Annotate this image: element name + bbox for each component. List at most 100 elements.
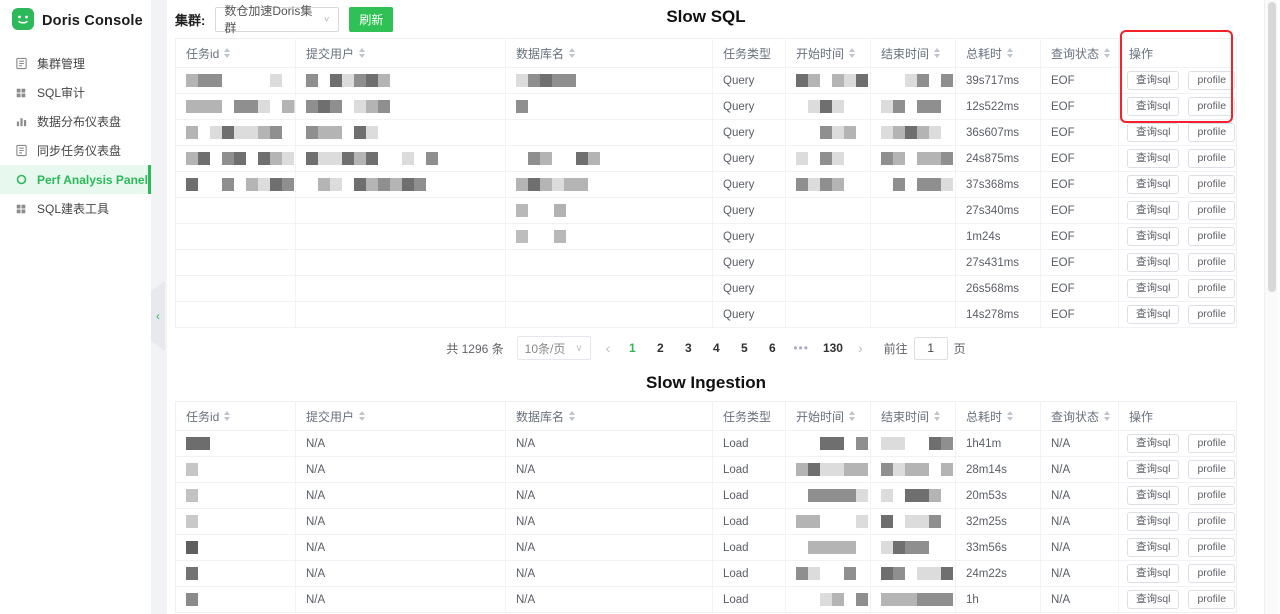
sort-icon[interactable] (569, 411, 576, 421)
cell-db: N/A (506, 509, 713, 534)
cell-db (506, 276, 713, 301)
column-header-start[interactable]: 开始时间 (786, 402, 871, 430)
column-header-end[interactable]: 结束时间 (871, 402, 956, 430)
sort-icon[interactable] (1007, 48, 1014, 58)
profile-button[interactable]: profile (1188, 175, 1236, 194)
sort-icon[interactable] (1104, 411, 1111, 421)
page-6[interactable]: 6 (769, 341, 776, 355)
column-header-user[interactable]: 提交用户 (296, 39, 506, 67)
profile-button[interactable]: profile (1188, 279, 1236, 298)
sidebar-item-sql-table-tool[interactable]: SQL建表工具 (0, 194, 151, 223)
vertical-scrollbar[interactable] (1264, 0, 1278, 614)
refresh-button[interactable]: 刷新 (349, 6, 394, 32)
column-header-db[interactable]: 数据库名 (506, 402, 713, 430)
query-sql-button[interactable]: 查询sql (1127, 538, 1180, 557)
query-sql-button[interactable]: 查询sql (1127, 149, 1180, 168)
sort-icon[interactable] (1104, 48, 1111, 58)
column-header-end[interactable]: 结束时间 (871, 39, 956, 67)
cell-db: N/A (506, 483, 713, 508)
cell-type: Load (713, 431, 786, 456)
page-5[interactable]: 5 (741, 341, 748, 355)
profile-button[interactable]: profile (1188, 590, 1236, 609)
sort-icon[interactable] (934, 48, 941, 58)
cell-type: Query (713, 94, 786, 119)
profile-button[interactable]: profile (1188, 486, 1236, 505)
sort-icon[interactable] (224, 48, 231, 58)
query-sql-button[interactable]: 查询sql (1127, 590, 1180, 609)
sort-icon[interactable] (1007, 411, 1014, 421)
column-header-id[interactable]: 任务id (176, 402, 296, 430)
query-sql-button[interactable]: 查询sql (1127, 486, 1180, 505)
scrollbar-thumb[interactable] (1268, 2, 1276, 292)
slow-ingestion-title: Slow Ingestion (646, 373, 766, 392)
profile-button[interactable]: profile (1188, 253, 1236, 272)
column-header-status[interactable]: 查询状态 (1041, 39, 1119, 67)
sort-icon[interactable] (359, 411, 366, 421)
query-sql-button[interactable]: 查询sql (1127, 279, 1180, 298)
sort-icon[interactable] (359, 48, 366, 58)
query-sql-button[interactable]: 查询sql (1127, 460, 1180, 479)
column-header-id[interactable]: 任务id (176, 39, 296, 67)
cell-total: 1m24s (956, 224, 1041, 249)
profile-button[interactable]: profile (1188, 538, 1236, 557)
query-sql-button[interactable]: 查询sql (1127, 253, 1180, 272)
cell-user (296, 146, 506, 171)
query-sql-button[interactable]: 查询sql (1127, 175, 1180, 194)
sidebar-item-data-distribution-dashboard[interactable]: 数据分布仪表盘 (0, 107, 151, 136)
page-3[interactable]: 3 (685, 341, 692, 355)
page-2[interactable]: 2 (657, 341, 664, 355)
page-130[interactable]: 130 (822, 341, 843, 355)
sidebar-item-sync-task-dashboard[interactable]: 同步任务仪表盘 (0, 136, 151, 165)
jump-page-input[interactable] (913, 336, 948, 360)
page-4[interactable]: 4 (713, 341, 720, 355)
redacted-data (186, 541, 198, 554)
redacted-data (516, 230, 566, 243)
profile-button[interactable]: profile (1188, 149, 1236, 168)
profile-button[interactable]: profile (1188, 123, 1236, 142)
table-row: N/A N/A Load 28m14s N/A 查询sql profile (176, 457, 1236, 483)
query-sql-button[interactable]: 查询sql (1127, 227, 1180, 246)
profile-button[interactable]: profile (1188, 460, 1236, 479)
profile-button[interactable]: profile (1188, 97, 1236, 116)
prev-page-arrow[interactable]: ‹ (605, 340, 611, 356)
column-header-total[interactable]: 总耗时 (956, 402, 1041, 430)
cluster-select[interactable]: 数仓加速Doris集群 ∨ (215, 4, 340, 35)
column-header-total[interactable]: 总耗时 (956, 39, 1041, 67)
sidebar-item-perf-analysis-panel[interactable]: Perf Analysis Panel (0, 165, 151, 194)
profile-button[interactable]: profile (1188, 564, 1236, 583)
app-title: Doris Console (42, 12, 143, 29)
next-page-arrow[interactable]: › (857, 340, 863, 356)
sort-icon[interactable] (849, 48, 856, 58)
query-sql-button[interactable]: 查询sql (1127, 434, 1180, 453)
column-header-db[interactable]: 数据库名 (506, 39, 713, 67)
profile-button[interactable]: profile (1188, 201, 1236, 220)
cell-db (506, 146, 713, 171)
table-row: Query 14s278ms EOF 查询sql profile (176, 302, 1236, 328)
profile-button[interactable]: profile (1188, 227, 1236, 246)
profile-button[interactable]: profile (1188, 305, 1236, 324)
sort-icon[interactable] (934, 411, 941, 421)
cell-end (871, 224, 956, 249)
query-sql-button[interactable]: 查询sql (1127, 97, 1180, 116)
column-header-status[interactable]: 查询状态 (1041, 402, 1119, 430)
query-sql-button[interactable]: 查询sql (1127, 123, 1180, 142)
column-header-user[interactable]: 提交用户 (296, 402, 506, 430)
sort-icon[interactable] (224, 411, 231, 421)
page-size-select[interactable]: 10条/页 ∨ (516, 336, 591, 360)
sidebar-item-cluster-manage[interactable]: 集群管理 (0, 49, 151, 78)
cell-actions: 查询sql profile (1119, 224, 1236, 249)
column-header-start[interactable]: 开始时间 (786, 39, 871, 67)
query-sql-button[interactable]: 查询sql (1127, 71, 1180, 90)
profile-button[interactable]: profile (1188, 434, 1236, 453)
query-sql-button[interactable]: 查询sql (1127, 305, 1180, 324)
profile-button[interactable]: profile (1188, 512, 1236, 531)
sidebar-collapse-handle[interactable]: ‹ (151, 281, 165, 351)
sidebar-item-sql-audit[interactable]: SQL审计 (0, 78, 151, 107)
sort-icon[interactable] (849, 411, 856, 421)
profile-button[interactable]: profile (1188, 71, 1236, 90)
query-sql-button[interactable]: 查询sql (1127, 512, 1180, 531)
query-sql-button[interactable]: 查询sql (1127, 564, 1180, 583)
page-1[interactable]: 1 (629, 341, 636, 355)
query-sql-button[interactable]: 查询sql (1127, 201, 1180, 220)
sort-icon[interactable] (569, 48, 576, 58)
